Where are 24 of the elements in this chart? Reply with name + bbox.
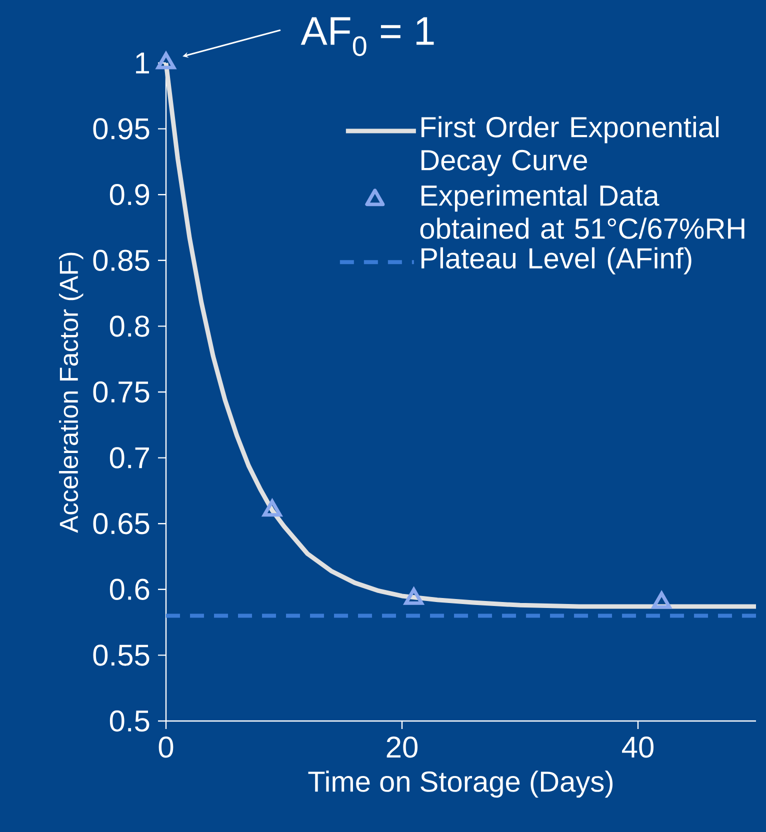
y-tick-label: 0.75: [93, 381, 150, 403]
point: [262, 500, 282, 517]
x-tick-label: 0: [158, 736, 174, 758]
y-axis-title: Acceleration Factor (AF): [58, 252, 84, 533]
y-tick-label: 0.9: [110, 184, 150, 206]
y-tick-label: 0.7: [110, 447, 149, 468]
y-tick-label: 0.95: [93, 118, 150, 140]
x-tick-label: 40: [622, 736, 654, 758]
text: AF$_{0}$ = 1: [300, 17, 434, 56]
y-tick-label: 0.55: [93, 644, 150, 666]
y-tick-label: 0.8: [110, 316, 150, 337]
legend-label: Experimental Data obtained at 51°C/67%RH: [420, 184, 744, 239]
y-tick-label: 0.65: [93, 512, 150, 534]
point: [156, 52, 176, 70]
y-tick-label: 0.85: [93, 250, 150, 272]
x-tick-label: 20: [386, 736, 418, 758]
point: [404, 588, 424, 605]
x-axis-title: Time on Storage (Days): [308, 770, 613, 798]
legend-label: Plateau Level (AFinf): [422, 247, 692, 274]
point: [652, 592, 672, 609]
legend-label: First Order Exponential Decay Curve: [422, 116, 719, 176]
y-tick-label: 0.5: [110, 710, 150, 732]
y-tick-label: 1: [136, 52, 149, 74]
y-tick-label: 0.6: [110, 578, 150, 600]
